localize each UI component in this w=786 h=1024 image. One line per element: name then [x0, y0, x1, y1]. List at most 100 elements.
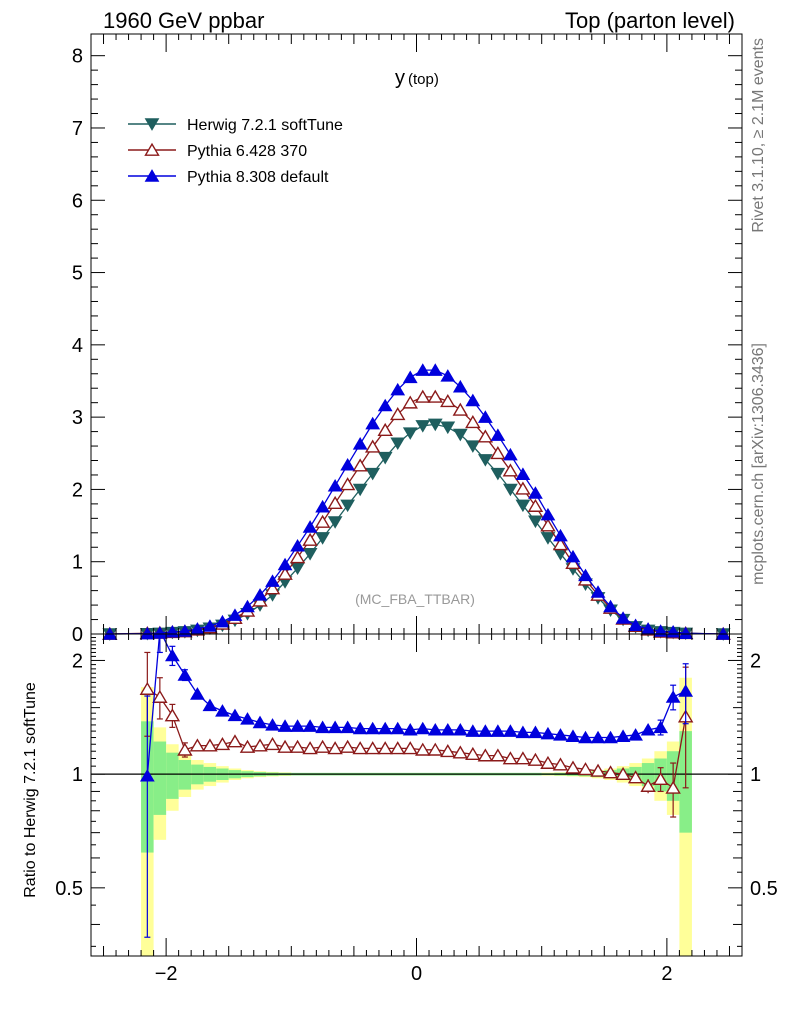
ratio-series-point	[290, 719, 305, 732]
main-series-point	[339, 477, 356, 491]
main-series-point	[603, 599, 618, 613]
ratio-series-point	[465, 724, 481, 737]
main-series-point	[415, 420, 431, 433]
ratio-series-point	[202, 698, 218, 712]
ratio-series-point	[652, 771, 669, 786]
ratio-series-point	[327, 741, 343, 755]
ratio-series-point	[640, 723, 656, 736]
ratio-series-1	[139, 634, 694, 938]
main-series-point	[314, 514, 331, 528]
main-series-point	[377, 422, 393, 437]
ratio-series-point	[540, 726, 556, 740]
main-series-line	[109, 396, 724, 635]
main-series-point	[477, 429, 494, 443]
legend-label: Herwig 7.2.1 softTune	[187, 117, 343, 134]
main-series-point	[515, 481, 531, 495]
main-y-tick-label: 7	[72, 118, 83, 140]
ratio-series-point	[264, 737, 281, 751]
ratio-series-point	[415, 721, 431, 735]
main-series-point	[540, 532, 556, 545]
main-series-point	[289, 550, 306, 564]
ratio-series-point	[215, 704, 230, 717]
main-y-tick-label: 1	[72, 552, 83, 574]
ratio-series-point	[239, 739, 256, 753]
legend-entry-2: Pythia 8.308 default	[128, 169, 329, 186]
main-series-point	[452, 428, 468, 442]
main-series-point	[490, 467, 506, 481]
ratio-series-point	[440, 743, 456, 758]
main-series-point	[452, 402, 469, 416]
ratio-series-point	[377, 741, 393, 755]
main-series-point	[528, 515, 543, 529]
ratio-series-point	[139, 681, 156, 695]
main-series-point	[302, 520, 318, 533]
ratio-series-point	[340, 720, 356, 734]
ratio-panel: 0.5 0.5 1 1 2 2 −2 0 2 Ratio to Herwig 7.2.1 sof…	[22, 633, 778, 985]
main-series-point	[490, 446, 506, 460]
legend-marker	[144, 142, 160, 156]
ratio-series-point	[577, 762, 594, 776]
main-series-point	[365, 467, 381, 481]
ratio-series-point	[640, 778, 656, 792]
main-series-point	[565, 555, 581, 570]
main-series-point	[427, 418, 443, 432]
main-y-tick-label: 2	[72, 479, 83, 501]
ratio-series-point	[590, 763, 606, 777]
ratio-y-tick-label: 2	[72, 650, 83, 672]
ratio-series-point	[352, 721, 368, 735]
ratio-series-point	[602, 765, 619, 779]
main-series-point	[139, 626, 155, 640]
mc-uncertainty-bands	[141, 677, 692, 956]
main-series-point	[540, 518, 556, 532]
ratio-series-point	[165, 648, 180, 662]
main-series-point	[527, 498, 544, 512]
main-series-point	[315, 532, 330, 545]
ratio-series-point	[240, 712, 255, 725]
main-series-point	[277, 557, 293, 571]
main-series-point	[340, 499, 356, 513]
main-series-point	[515, 499, 531, 513]
ratio-series-point	[503, 724, 518, 737]
main-y-tick-label: 4	[72, 335, 83, 357]
main-series-point	[389, 407, 406, 421]
ratio-series-point	[364, 741, 381, 755]
main-series-point	[352, 458, 368, 472]
analysis-watermark: (MC_FBA_TTBAR)	[355, 591, 475, 607]
ratio-series-point	[164, 708, 181, 722]
main-series-point	[315, 499, 330, 513]
ratio-series-point	[452, 723, 468, 736]
ratio-series-point	[202, 738, 218, 752]
main-series-point	[490, 428, 506, 441]
ratio-series-point	[540, 755, 556, 769]
main-y-tick-label: 3	[72, 407, 83, 429]
ratio-series-point	[452, 745, 469, 759]
ratio-series-point	[339, 739, 356, 753]
main-series-point	[302, 548, 318, 561]
main-series-point	[340, 458, 356, 471]
main-series-point	[364, 439, 381, 453]
ratio-series-point	[553, 728, 568, 741]
main-series-point	[352, 483, 368, 497]
ratio-series-point	[377, 721, 393, 735]
main-y-tick-label: 6	[72, 190, 83, 212]
main-series-point	[215, 614, 230, 628]
main-series-point	[552, 537, 569, 551]
main-y-tick-label: 8	[72, 46, 83, 68]
ratio-series-point	[265, 718, 280, 731]
ratio-series-point	[152, 689, 168, 703]
ratio-series-point	[628, 728, 643, 741]
main-y-tick-label: 0	[72, 624, 83, 646]
ratio-series-point	[390, 721, 406, 735]
ratio-series-point	[327, 720, 343, 734]
legend-entry-1: Pythia 6.428 370	[128, 142, 307, 160]
main-series-point	[415, 389, 431, 403]
main-series-point	[277, 566, 293, 580]
ratio-series-point	[177, 668, 193, 681]
main-plot-content	[102, 363, 731, 641]
main-series-point	[440, 393, 456, 408]
ratio-series-point	[578, 730, 593, 744]
main-series-point	[402, 370, 418, 384]
ratio-series-point	[289, 739, 306, 753]
main-series-point	[615, 611, 631, 624]
main-series-point	[503, 447, 518, 461]
